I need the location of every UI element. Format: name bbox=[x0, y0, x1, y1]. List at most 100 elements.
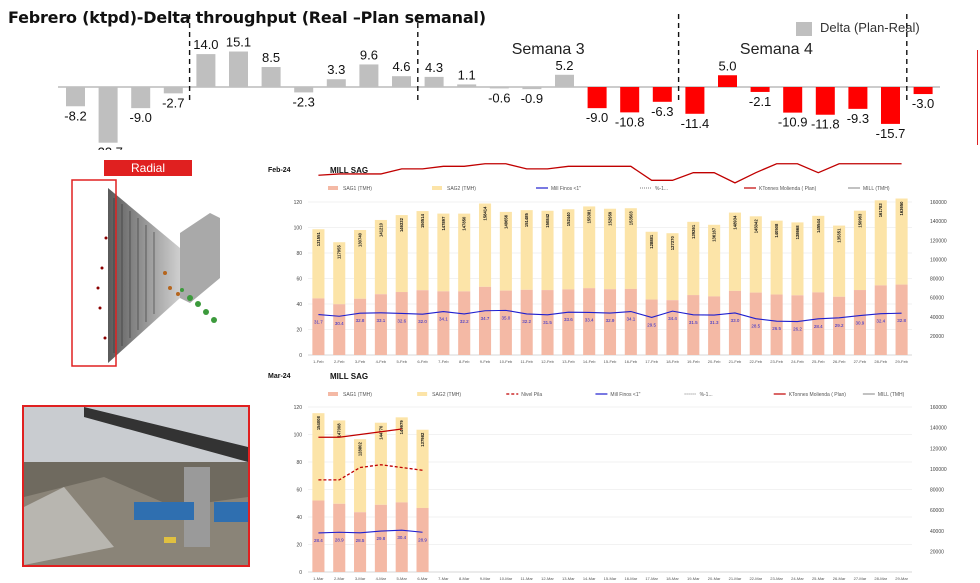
legend-swatch bbox=[432, 186, 442, 190]
delta-bar bbox=[392, 76, 411, 87]
ktonnes-plan-line bbox=[318, 163, 902, 184]
sag1-bar bbox=[728, 290, 742, 355]
mill-tmh-label: 145544 bbox=[816, 218, 821, 233]
x-tick-label: 6-Feb bbox=[417, 359, 428, 364]
x-tick-label: 7-Mar bbox=[438, 576, 449, 581]
legend-label: KTonnes Molienda ( Plan) bbox=[759, 186, 817, 192]
delta-value-label: -2.7 bbox=[162, 95, 184, 110]
x-tick-label: 10-Mar bbox=[500, 576, 513, 581]
mill-tmh-label: 150842 bbox=[545, 213, 550, 228]
delta-value-label: -3.0 bbox=[912, 96, 934, 111]
sag1-bar bbox=[416, 290, 429, 355]
mill-finos-label: 28.5 bbox=[356, 538, 365, 543]
delta-value-label: -0.9 bbox=[521, 91, 543, 106]
y-right-tick: 160000 bbox=[930, 200, 947, 206]
y-left-tick: 100 bbox=[294, 433, 303, 439]
mill-finos-label: 29.8 bbox=[377, 536, 386, 541]
delta-value-label: 15.1 bbox=[226, 35, 251, 50]
mill-finos-label: 31.5 bbox=[689, 320, 698, 325]
mill-tmh-label: 147850 bbox=[462, 216, 467, 231]
sag1-bar bbox=[333, 304, 346, 355]
sag2-bar bbox=[812, 215, 825, 293]
sag1-bar bbox=[853, 290, 866, 355]
sag1-bar bbox=[458, 291, 471, 355]
sag2-bar bbox=[499, 211, 512, 291]
x-tick-label: 2-Feb bbox=[334, 359, 345, 364]
mill-sag-feb-chart: Feb-24 MILL SAG SAG1 (TMH) SAG2 (TMH) Mill F… bbox=[268, 163, 947, 364]
sag1-bar bbox=[812, 292, 825, 355]
y-right-tick: 60000 bbox=[930, 508, 944, 514]
sag1-bar bbox=[603, 289, 617, 355]
sag2-bar bbox=[520, 210, 533, 290]
mill-tmh-label: 148934 bbox=[732, 215, 737, 230]
delta-bar bbox=[522, 87, 542, 90]
x-tick-label: 29-Mar bbox=[895, 576, 908, 581]
delta-value-label: 8.5 bbox=[262, 50, 280, 65]
delta-value-label: 1.1 bbox=[458, 67, 476, 82]
x-tick-label: 10-Feb bbox=[500, 359, 513, 364]
x-tick-label: 14-Feb bbox=[583, 359, 596, 364]
sag1-bar bbox=[312, 298, 325, 355]
y-left-tick: 0 bbox=[299, 570, 302, 576]
sag1-bar bbox=[541, 290, 554, 355]
x-tick-label: 5-Feb bbox=[396, 359, 407, 364]
sag2-bar bbox=[395, 417, 408, 503]
sag2-bar bbox=[833, 225, 846, 297]
mill-finos-label: 32.6 bbox=[397, 318, 406, 323]
delta-bar bbox=[326, 79, 346, 87]
mill-finos-label: 32.2 bbox=[460, 319, 469, 324]
sag2-bar bbox=[603, 208, 617, 290]
x-tick-label: 27-Mar bbox=[854, 576, 867, 581]
mill-chart-title: MILL SAG bbox=[330, 372, 368, 381]
y-right-tick: 120000 bbox=[930, 238, 947, 244]
x-tick-label: 20-Mar bbox=[708, 576, 721, 581]
sag2-bar bbox=[312, 413, 325, 501]
sag2-bar bbox=[312, 229, 325, 299]
y-right-tick: 120000 bbox=[930, 446, 947, 452]
mill-finos-label: 30.9 bbox=[856, 321, 865, 326]
legend-swatch bbox=[417, 392, 428, 396]
delta-bar bbox=[815, 87, 835, 115]
delta-bar bbox=[913, 87, 933, 95]
mill-finos-label: 29.5 bbox=[647, 322, 656, 327]
nivel-pila-line bbox=[318, 464, 423, 481]
x-tick-label: 14-Mar bbox=[583, 576, 596, 581]
mill-tmh-label: 128802 bbox=[358, 442, 363, 457]
delta-value-label: -2.3 bbox=[292, 94, 314, 109]
delta-bar bbox=[424, 76, 444, 87]
mill-finos-label: 28.9 bbox=[418, 537, 427, 542]
sag2-bar bbox=[354, 439, 367, 513]
x-tick-label: 29-Feb bbox=[895, 359, 908, 364]
delta-bar bbox=[881, 87, 900, 124]
delta-bar bbox=[718, 75, 737, 87]
legend-label: MILL (TMH) bbox=[878, 392, 905, 398]
sag2-bar bbox=[562, 209, 575, 290]
mill-finos-label: 32.2 bbox=[522, 319, 531, 324]
chart-title: Febrero (ktpd)-Delta throughput (Real –P… bbox=[8, 8, 486, 27]
sag1-bar bbox=[895, 284, 908, 355]
sag2-bar bbox=[895, 198, 908, 285]
y-right-tick: 20000 bbox=[930, 334, 944, 340]
sag1-bar bbox=[666, 300, 679, 355]
x-tick-label: 11-Feb bbox=[520, 359, 533, 364]
x-tick-label: 5-Mar bbox=[396, 576, 407, 581]
y-right-tick: 140000 bbox=[930, 426, 947, 432]
delta-value-label: -11.4 bbox=[681, 116, 710, 131]
sag2-bar bbox=[416, 429, 429, 508]
sag2-bar bbox=[770, 220, 783, 295]
sag1-bar bbox=[708, 296, 721, 355]
legend-label: Nivel Pila bbox=[521, 392, 542, 398]
radial-stacker-image bbox=[71, 179, 220, 367]
delta-bar bbox=[750, 87, 770, 92]
x-tick-label: 23-Mar bbox=[770, 576, 783, 581]
delta-chart: -8.2 -23.7 -9.0 -2.7 14.0 15.1 8.5 -2.3 3.3 9.6 4.… bbox=[58, 14, 940, 150]
delta-value-label: -9.3 bbox=[847, 111, 869, 126]
mill-tmh-label: 141210 bbox=[378, 222, 383, 237]
mill-tmh-label: 135351 bbox=[837, 228, 842, 243]
x-tick-label: 26-Feb bbox=[833, 359, 846, 364]
mill-finos-label: 30.4 bbox=[335, 321, 344, 326]
x-tick-label: 12-Mar bbox=[541, 576, 554, 581]
x-tick-label: 22-Mar bbox=[749, 576, 762, 581]
x-tick-label: 13-Feb bbox=[562, 359, 575, 364]
mill-finos-label: 26.2 bbox=[793, 327, 802, 332]
